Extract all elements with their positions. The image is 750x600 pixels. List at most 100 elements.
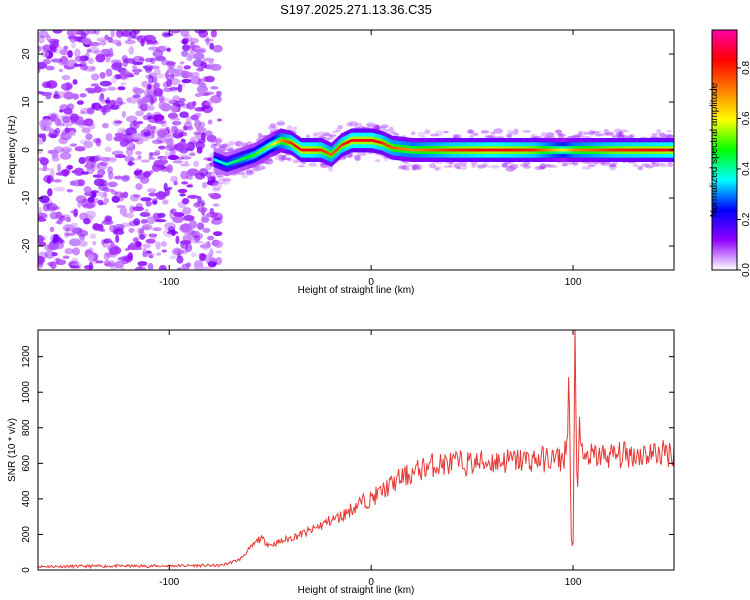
noise-cell (151, 198, 158, 203)
noise-cell (173, 249, 185, 255)
halo-cell (544, 163, 551, 167)
noise-cell (107, 86, 117, 91)
ridge-cell (288, 140, 291, 144)
ridge-cell (493, 148, 496, 152)
noise-cell (169, 73, 175, 79)
halo-cell (644, 164, 655, 169)
ridge-cell (576, 148, 579, 152)
ridge-cell (626, 148, 628, 152)
noise-cell (96, 37, 108, 42)
halo-cell (660, 162, 668, 168)
ridge-cell (367, 138, 370, 142)
y-tick-label: 0 (21, 567, 32, 573)
ridge-cell (501, 148, 504, 152)
ridge-cell (267, 145, 269, 149)
noise-cell (181, 70, 189, 79)
halo-cell (357, 151, 367, 157)
noise-cell (147, 115, 154, 120)
noise-cell (125, 147, 134, 157)
noise-cell (114, 74, 122, 80)
noise-cell (121, 129, 127, 133)
noise-cell (114, 260, 125, 269)
halo-cell (659, 132, 667, 137)
halo-cell (428, 162, 436, 169)
ridge-cell (469, 148, 472, 152)
ridge-cell (251, 154, 254, 157)
halo-cell (241, 173, 248, 179)
ridge-cell (527, 148, 530, 152)
halo-cell (477, 164, 488, 168)
ridge-cell (374, 139, 377, 143)
noise-cell (212, 44, 223, 53)
ridge-cell (453, 148, 456, 152)
ridge-cell (285, 140, 288, 144)
ridge-cell (606, 148, 609, 152)
ridge-cell (528, 148, 531, 152)
ridge-cell (569, 148, 572, 152)
ridge-cell (599, 148, 602, 152)
noise-cell (198, 168, 209, 177)
noise-cell (105, 132, 113, 142)
noise-cell (43, 61, 51, 65)
halo-cell (417, 131, 425, 138)
ridge-cell (275, 141, 278, 144)
halo-cell (410, 165, 421, 168)
ridge-cell (294, 144, 296, 147)
noise-cell (204, 75, 215, 83)
noise-cell (139, 211, 151, 217)
halo-cell (286, 157, 293, 162)
noise-cell (55, 211, 63, 218)
noise-cell (38, 30, 49, 39)
ridge-cell (236, 159, 238, 163)
noise-cell (100, 156, 111, 162)
halo-cell (374, 158, 381, 163)
x-tick-label: 0 (368, 277, 374, 288)
noise-cell (148, 152, 153, 158)
noise-cell (59, 49, 69, 56)
halo-cell (210, 139, 219, 146)
noise-cell (60, 82, 73, 91)
noise-cell (165, 144, 175, 152)
noise-cell (201, 105, 213, 114)
heatmap-cells (38, 30, 674, 270)
halo-cell (638, 165, 644, 171)
noise-cell (101, 219, 114, 225)
halo-cell (213, 143, 221, 147)
noise-cell (201, 131, 206, 141)
noise-cell (202, 266, 212, 270)
ridge-cell (507, 148, 510, 152)
noise-cell (124, 39, 136, 45)
ridge-cell (620, 148, 623, 152)
ridge-cell (667, 148, 669, 152)
ridge-cell (568, 148, 571, 152)
noise-cell (102, 188, 115, 193)
ridge-cell (354, 138, 357, 142)
noise-cell (168, 86, 180, 93)
noise-cell (152, 227, 162, 232)
ridge-cell (473, 148, 476, 152)
noise-cell (132, 94, 141, 99)
ridge-cell (616, 148, 619, 152)
noise-cell (119, 69, 131, 79)
noise-cell (204, 130, 213, 137)
ridge-cell (562, 148, 565, 152)
noise-cell (134, 169, 142, 176)
noise-cell (191, 101, 197, 107)
ridge-cell (260, 149, 262, 153)
noise-cell (132, 206, 145, 212)
noise-cell (70, 210, 78, 214)
noise-cell (123, 191, 129, 199)
halo-cell (335, 129, 342, 133)
ridge-cell (483, 148, 486, 152)
ridge-cell (342, 143, 344, 146)
noise-cell (162, 199, 169, 205)
noise-cell (191, 71, 200, 78)
ridge-cell (463, 148, 466, 152)
noise-cell (105, 68, 113, 77)
noise-cell (135, 183, 143, 191)
noise-cell (163, 32, 174, 37)
noise-cell (85, 202, 95, 209)
ridge-cell (336, 147, 339, 151)
ridge-cell (452, 148, 455, 152)
